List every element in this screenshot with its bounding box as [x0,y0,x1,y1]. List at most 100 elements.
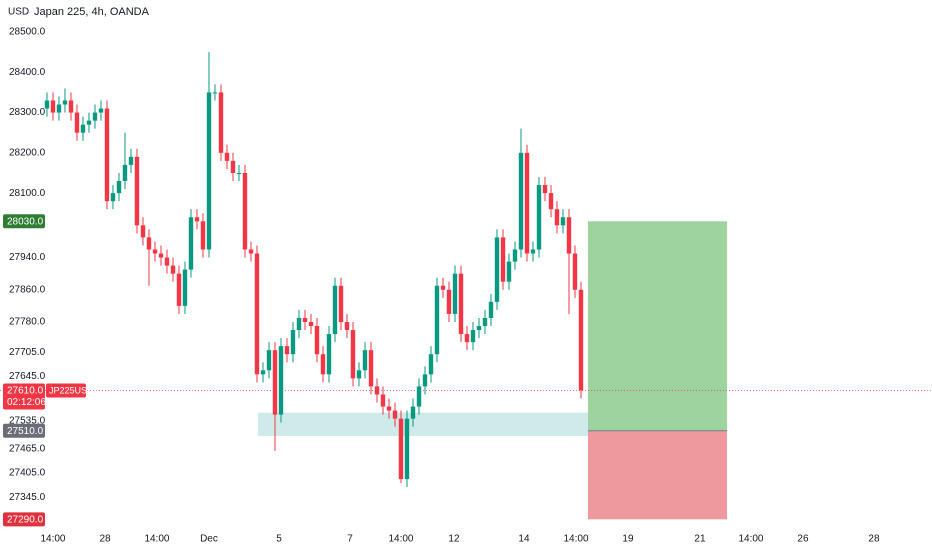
candle-body [224,152,230,161]
loss-zone [588,430,727,520]
x-tick-label: 14:00 [388,534,413,545]
candle-body [128,156,134,165]
candle-body [104,108,110,202]
candle-body [98,108,104,113]
x-tick-label: Dec [200,534,218,545]
candle-body [446,289,452,314]
entry-badge-text: 27510.0 [7,426,44,437]
candle-body [296,317,302,331]
x-tick-label: 5 [276,534,282,545]
candle-body [164,257,170,266]
candle-body [500,237,506,282]
candle-body [338,285,344,322]
candle-body [380,394,386,407]
last-price-badge [3,383,45,410]
candle-body [518,152,524,250]
y-tick-label: 28400.0 [9,67,46,78]
candle-body [248,249,254,254]
candle-body [50,100,56,113]
candle-body [410,406,416,419]
candle-body [314,326,320,355]
candle-body [44,100,50,109]
y-tick-label: 27645.0 [9,371,46,382]
candle-body [152,249,158,254]
chart-title: Japan 225, 4h, OANDA [34,6,150,18]
candle-body [302,317,308,322]
x-tick-label: 14:00 [40,534,65,545]
y-tick-label: 28200.0 [9,147,46,158]
candle-body [434,285,440,355]
candle-body [146,237,152,250]
currency: USD [8,7,29,18]
candle-body [524,152,530,254]
candle-body [326,334,332,375]
y-tick-label: 27345.0 [9,492,46,503]
candle-body [542,185,548,194]
candle-body [242,172,248,250]
candle-body [332,285,338,335]
candle-body [56,104,62,113]
x-tick-label: 14:00 [738,534,763,545]
symbol-text: JP225USD [49,385,94,395]
candle-body [320,354,326,375]
y-tick-label: 27940.0 [9,252,46,263]
entry-badge [3,423,45,438]
x-tick-label: 14:00 [144,534,169,545]
candle-body [92,112,98,121]
candle-body [206,92,212,250]
candle-body [482,317,488,327]
y-tick-label: 27535.0 [9,415,46,426]
candle-body [284,346,290,355]
y-tick-label: 27780.0 [9,317,46,328]
candle-body [74,112,80,133]
candle-body [86,120,92,125]
profit-zone [588,221,727,431]
candle-body [134,156,140,226]
candle-body [416,386,422,407]
candle-body [236,172,242,174]
candle-body [158,253,164,258]
candle-body [368,350,374,387]
target-badge-text: 28030.0 [7,216,44,227]
candle-body [110,193,116,202]
candle-body [122,164,128,182]
candle-body [278,346,284,415]
y-tick-label: 27465.0 [9,443,46,454]
x-tick-label: 14:00 [563,534,588,545]
y-tick-label: 27405.0 [9,468,46,479]
candle-body [254,253,260,375]
candle-body [272,350,278,415]
candle-body [194,217,200,222]
candle-body [578,289,584,391]
candle-body [200,221,206,250]
candle-body [62,100,68,105]
candle-body [362,350,368,371]
candle-body [476,326,482,331]
x-tick-label: 19 [622,534,634,545]
candle-body [470,330,476,343]
candle-body [386,406,392,411]
support-zone [258,412,589,436]
candle-body [422,374,428,387]
candle-body [392,410,398,419]
candle-body [572,253,578,290]
x-tick-label: 12 [448,534,460,545]
x-tick-label: 26 [797,534,809,545]
candle-body [260,370,266,375]
y-tick-label: 28500.0 [9,27,46,38]
y-tick-label: 27860.0 [9,284,46,295]
x-tick-label: 21 [694,534,706,545]
candle-body [440,285,446,290]
candle-body [512,249,518,262]
candle-body [374,386,380,395]
candle-body [182,269,188,306]
candle-body [350,330,356,379]
candle-body [230,160,236,173]
candle-body [188,217,194,270]
candle-body [356,370,362,379]
candle-body [494,237,500,302]
target-badge [3,214,45,229]
candle-body [506,261,512,282]
candle-body [566,217,572,254]
